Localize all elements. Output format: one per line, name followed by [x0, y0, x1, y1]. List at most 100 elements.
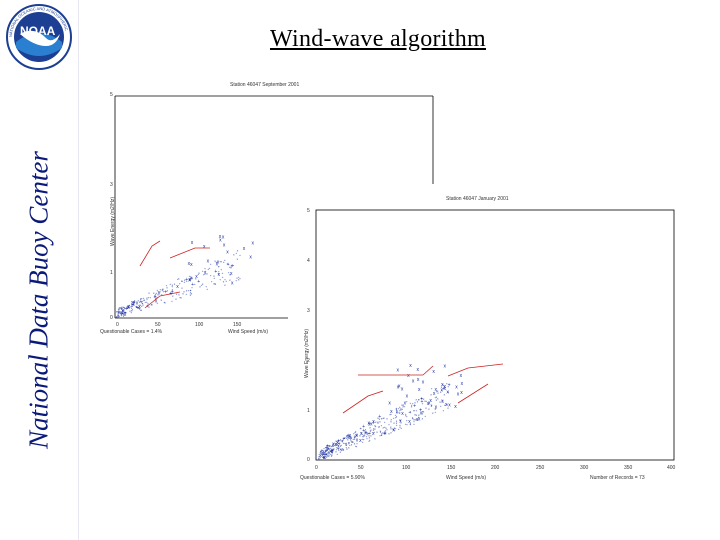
scatter-point: + [331, 451, 333, 455]
scatter-point: x [147, 301, 149, 305]
scatter-point: + [220, 260, 222, 264]
scatter-point: x [409, 363, 412, 369]
guide-lines-january [342, 363, 504, 414]
scatter-point: + [127, 306, 129, 310]
scatter-point: x [381, 433, 383, 437]
scatter-point: x [124, 312, 127, 318]
scatter-point: x [323, 449, 325, 453]
scatter-point: + [419, 407, 422, 413]
scatter-point: + [388, 423, 390, 427]
scatter-point: x [190, 291, 192, 295]
scatter-point: + [356, 444, 358, 448]
scatter-point: x [365, 428, 367, 432]
scatter-point: + [204, 267, 206, 271]
scatter-point: + [420, 396, 422, 400]
scatter-point: + [331, 451, 333, 455]
scatter-point: + [189, 274, 191, 278]
y-tick: 2 [307, 358, 310, 364]
scatter-point: + [354, 431, 356, 435]
scatter-point: x [124, 307, 126, 311]
scatter-point: + [379, 433, 381, 437]
scatter-point: x [131, 300, 134, 306]
scatter-point: + [210, 262, 212, 266]
scatter-point: x [418, 387, 421, 393]
scatter-point: + [166, 284, 168, 288]
scatter-point: + [328, 454, 330, 458]
scatter-point: + [338, 438, 340, 442]
scatter-point: x [441, 382, 444, 388]
scatter-point: + [420, 397, 423, 403]
scatter-point: + [382, 416, 384, 420]
x-tick: 150 [447, 465, 456, 471]
scatter-point: x [175, 297, 177, 301]
scatter-point: + [442, 399, 444, 403]
scatter-point: x [355, 432, 357, 436]
scatter-point: x [447, 406, 449, 410]
scatter-point: x [340, 447, 342, 451]
scatter-point: + [235, 278, 237, 282]
scatter-point: + [398, 427, 400, 431]
scatter-point: + [435, 396, 437, 400]
scatter-point: + [327, 451, 329, 455]
scatter-point: x [180, 296, 182, 300]
scatter-point: x [348, 446, 350, 450]
scatter-point: + [318, 457, 320, 461]
scatter-point: x [140, 308, 142, 312]
scatter-point: + [157, 301, 159, 305]
scatter-point: x [351, 443, 353, 447]
scatter-point: + [340, 443, 342, 447]
scatter-point: x [252, 240, 255, 246]
scatter-point: x [359, 438, 362, 444]
x-tick: 50 [358, 465, 364, 471]
scatter-point: x [154, 293, 156, 297]
scatter-point: x [131, 304, 133, 308]
scatter-point: + [132, 303, 134, 307]
scatter-point: x [393, 421, 395, 425]
scatter-point: x [413, 418, 415, 422]
scatter-point: + [116, 315, 118, 319]
scatter-point: x [162, 287, 164, 291]
scatter-point: + [362, 428, 365, 434]
scatter-point: + [138, 306, 141, 312]
scatter-point: x [441, 385, 443, 389]
scatter-point: x [379, 420, 381, 424]
scatter-point: + [218, 265, 220, 269]
scatter-point: x [400, 407, 402, 411]
scatter-point: x [357, 432, 359, 436]
scatter-point: x [129, 309, 131, 313]
scatter-point: + [131, 304, 133, 308]
scatter-point: x [394, 426, 396, 430]
scatter-point: + [185, 292, 187, 296]
slide-title: Wind-wave algorithm [270, 26, 487, 52]
scatter-point: x [414, 412, 416, 416]
scatter-point: x [327, 444, 329, 448]
scatter-point: + [216, 260, 218, 264]
scatter-point: + [373, 426, 375, 430]
scatter-point: + [149, 295, 151, 299]
scatter-point: + [378, 424, 380, 428]
scatter-point: + [354, 437, 356, 441]
scatter-point: x [418, 397, 420, 401]
scatter-point: x [167, 289, 169, 293]
scatter-point: + [405, 414, 407, 418]
x-tick: 0 [116, 322, 119, 328]
scatter-point: + [197, 279, 200, 285]
scatter-point: + [123, 305, 125, 309]
scatter-point: x [249, 255, 252, 261]
scatter-point: x [345, 443, 347, 447]
records-label: Number of Records = 73 [590, 475, 645, 481]
scatter-point: x [151, 302, 153, 306]
scatter-point: + [408, 410, 410, 414]
scatter-point: + [381, 433, 383, 437]
scatter-point: + [124, 310, 126, 314]
scatter-point: + [375, 425, 377, 429]
scatter-point: + [413, 403, 416, 409]
scatter-point: + [383, 431, 386, 437]
chart-title: Station 46047 September 2001 [230, 82, 299, 88]
scatter-point: + [119, 314, 121, 318]
scatter-point: + [335, 442, 337, 446]
scatter-point: x [329, 444, 331, 448]
scatter-point: x [121, 305, 123, 309]
scatter-point: + [431, 404, 433, 408]
scatter-point: + [126, 305, 128, 309]
